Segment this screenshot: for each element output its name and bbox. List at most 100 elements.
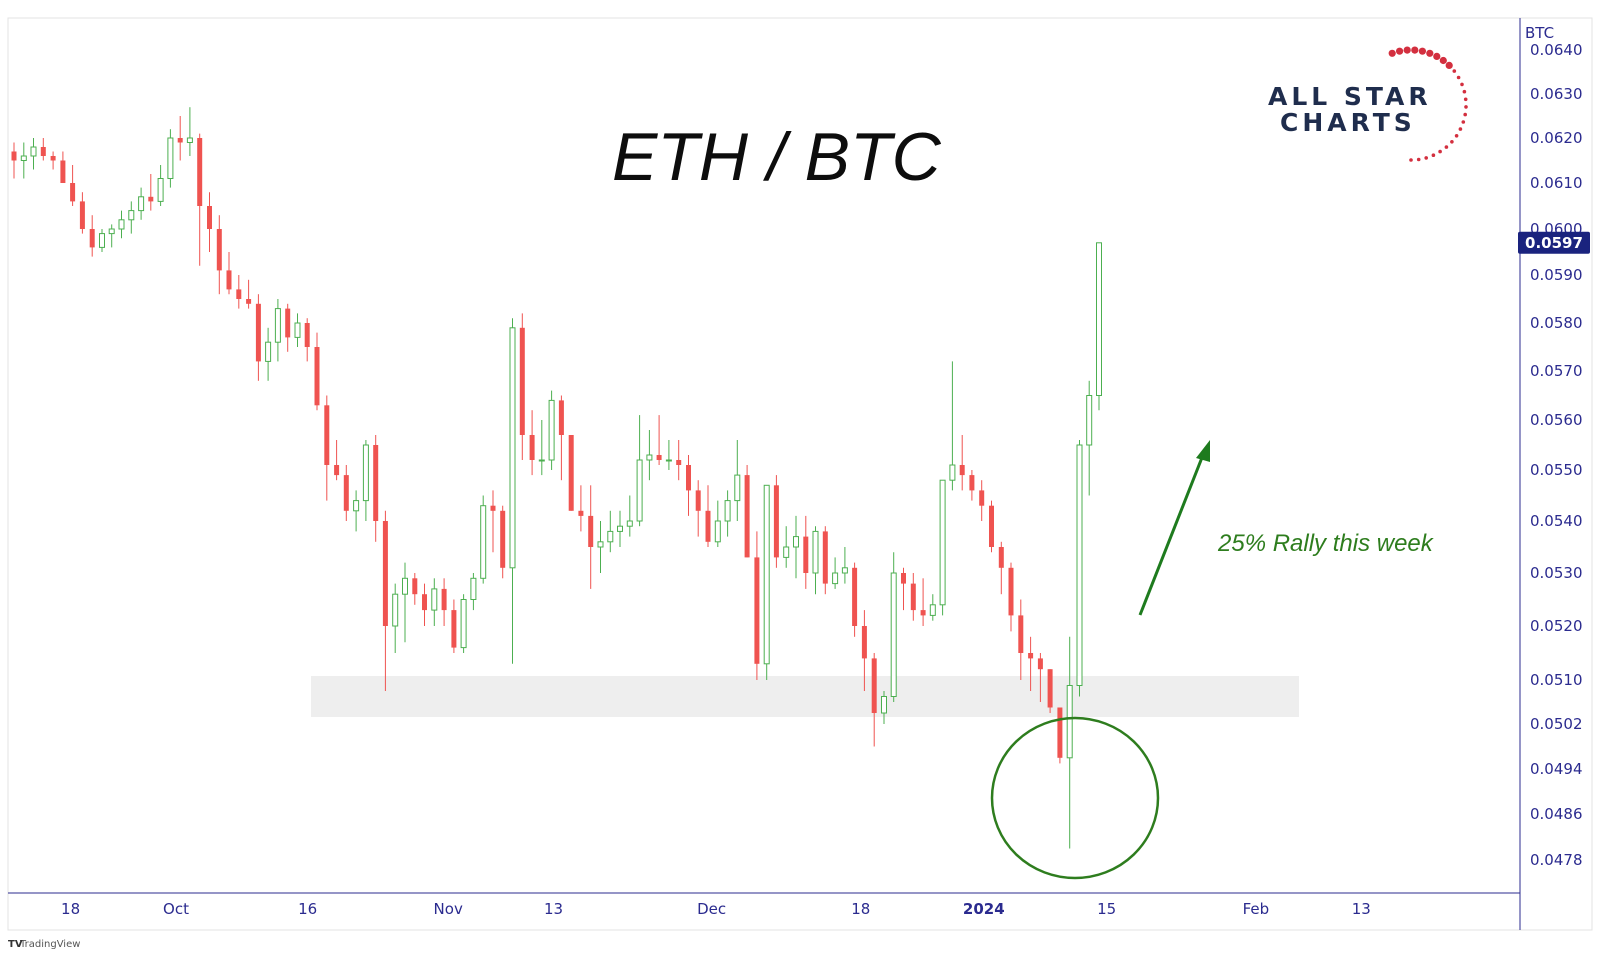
candle-body bbox=[30, 146, 37, 157]
candle bbox=[285, 303, 291, 352]
x-tick-label: 16 bbox=[298, 900, 317, 918]
y-tick-label: 0.0510 bbox=[1530, 671, 1583, 689]
candle-body bbox=[607, 530, 614, 543]
candle bbox=[901, 567, 906, 611]
candle-body bbox=[714, 520, 721, 543]
candle bbox=[617, 510, 623, 547]
candle bbox=[148, 174, 154, 211]
candle bbox=[949, 361, 956, 491]
logo-star-icon bbox=[1461, 120, 1466, 124]
candle bbox=[1037, 653, 1043, 702]
candle-body bbox=[167, 137, 174, 179]
candle bbox=[773, 475, 779, 568]
candle bbox=[490, 490, 496, 553]
candle-body bbox=[1076, 444, 1083, 686]
candle bbox=[255, 294, 261, 381]
last-price-label: 0.0597 bbox=[1525, 234, 1583, 252]
candles-layer bbox=[11, 107, 1102, 849]
candle-body bbox=[901, 573, 906, 584]
x-tick-label: 15 bbox=[1097, 900, 1116, 918]
candle-body bbox=[324, 405, 330, 465]
candle bbox=[343, 465, 349, 521]
candle bbox=[60, 151, 66, 183]
candle-body bbox=[509, 327, 516, 569]
candle bbox=[451, 599, 457, 653]
candle bbox=[578, 485, 584, 532]
logo-star-icon bbox=[1445, 61, 1453, 69]
candle-body bbox=[597, 541, 604, 548]
candle bbox=[138, 187, 145, 220]
y-tick-label: 0.0630 bbox=[1530, 85, 1583, 103]
candle-body bbox=[128, 210, 135, 221]
candle-body bbox=[373, 445, 379, 521]
candle-body bbox=[500, 510, 506, 568]
y-tick-label: 0.0550 bbox=[1530, 461, 1583, 479]
chart-title: ETH / BTC bbox=[612, 119, 942, 195]
logo-star-icon bbox=[1409, 158, 1413, 162]
candle bbox=[324, 395, 330, 501]
candle-body bbox=[617, 525, 623, 532]
candle bbox=[226, 252, 232, 295]
y-tick-label: 0.0590 bbox=[1530, 266, 1583, 284]
candle bbox=[431, 578, 438, 626]
candle bbox=[40, 138, 46, 161]
y-tick-label: 0.0620 bbox=[1530, 129, 1583, 147]
candle bbox=[724, 490, 731, 537]
candle bbox=[89, 215, 95, 257]
candle-body bbox=[1008, 567, 1014, 616]
candle-body bbox=[979, 490, 985, 506]
x-tick-label: Dec bbox=[697, 900, 726, 918]
candle bbox=[871, 653, 877, 747]
candle bbox=[1066, 636, 1073, 849]
logo-star-icon bbox=[1424, 156, 1428, 160]
logo-star-icon bbox=[1396, 47, 1404, 55]
candle-body bbox=[177, 138, 183, 143]
candle bbox=[910, 573, 916, 621]
candle-body bbox=[538, 459, 545, 462]
logo-star-icon bbox=[1388, 49, 1396, 57]
candle-body bbox=[949, 464, 956, 481]
y-tick-label: 0.0560 bbox=[1530, 411, 1583, 429]
candle-body bbox=[558, 400, 564, 435]
x-tick-label: 13 bbox=[1352, 900, 1371, 918]
candle bbox=[1028, 636, 1034, 691]
candle bbox=[529, 410, 535, 476]
rally-arrow bbox=[1138, 454, 1205, 616]
support-zone bbox=[311, 676, 1299, 717]
candle-body bbox=[832, 572, 839, 585]
candle bbox=[783, 526, 790, 568]
x-tick-label: Oct bbox=[163, 900, 189, 918]
logo-star-icon bbox=[1452, 69, 1457, 73]
candle-body bbox=[959, 465, 965, 476]
candle-body bbox=[422, 594, 427, 611]
candle-body bbox=[763, 484, 770, 665]
candle bbox=[558, 395, 564, 481]
candle-body bbox=[226, 270, 232, 290]
candle-body bbox=[548, 399, 555, 461]
logo-star-icon bbox=[1439, 56, 1447, 65]
candle-body bbox=[118, 219, 125, 230]
candle bbox=[11, 142, 17, 179]
candle-body bbox=[910, 583, 916, 611]
logo-star-icon bbox=[1463, 112, 1467, 117]
candle-body bbox=[646, 454, 653, 461]
candle-body bbox=[148, 196, 154, 202]
candle bbox=[334, 440, 340, 481]
y-tick-label: 0.0640 bbox=[1530, 41, 1583, 59]
candle-body bbox=[969, 475, 975, 491]
candle bbox=[207, 192, 212, 252]
candle-body bbox=[1037, 658, 1043, 670]
candle-body bbox=[529, 435, 535, 460]
candle-body bbox=[412, 578, 418, 595]
annotation-text: 25% Rally this week bbox=[1217, 530, 1435, 557]
y-tick-label: 0.0478 bbox=[1530, 851, 1583, 869]
candle-body bbox=[186, 137, 193, 143]
candle-body bbox=[480, 505, 487, 579]
candle-body bbox=[274, 308, 281, 343]
candle-body bbox=[812, 530, 819, 574]
candle-body bbox=[676, 460, 682, 465]
candle-body bbox=[588, 515, 594, 547]
candle bbox=[989, 500, 994, 553]
x-tick-label: 18 bbox=[851, 900, 870, 918]
candle bbox=[939, 479, 946, 616]
